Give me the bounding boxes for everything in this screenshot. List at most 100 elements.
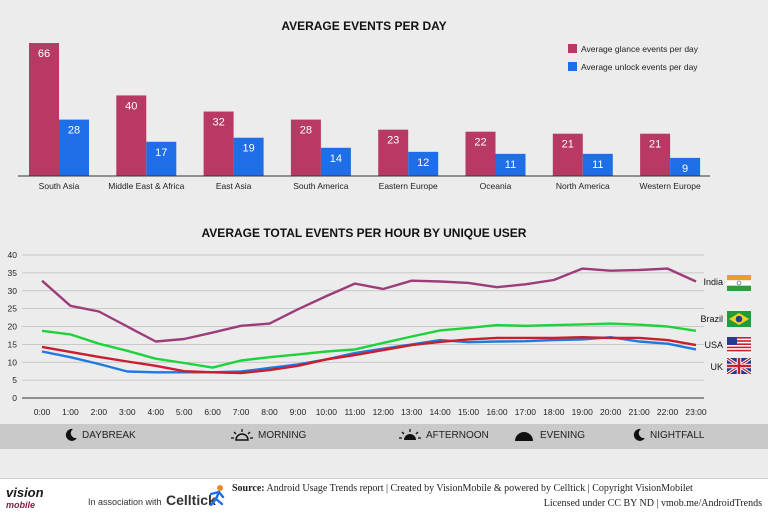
y-tick-label: 25 xyxy=(8,304,18,314)
moon-icon xyxy=(65,428,77,441)
y-tick-label: 20 xyxy=(8,322,18,332)
series-label-india: India xyxy=(703,277,723,287)
y-tick-label: 0 xyxy=(12,393,17,403)
period-evening: EVENING xyxy=(512,428,585,442)
category-label: South America xyxy=(293,181,349,191)
footer-license: Licensed under CC BY ND | vmob.me/Androi… xyxy=(543,498,762,509)
bar-chart-title: AVERAGE EVENTS PER DAY xyxy=(281,19,446,33)
legend-swatch xyxy=(568,62,577,71)
association-text: In association with xyxy=(88,497,162,507)
footer xyxy=(0,478,768,515)
usa-flag-icon xyxy=(727,337,751,353)
legend-label: Average unlock events per day xyxy=(581,62,698,72)
india-flag-icon xyxy=(727,275,751,291)
category-label: North America xyxy=(556,181,610,191)
x-tick-label: 22:00 xyxy=(657,407,679,417)
sunset-icon xyxy=(515,432,533,441)
bar-unlock xyxy=(320,147,351,176)
series-label-usa: USA xyxy=(704,340,723,350)
y-tick-label: 5 xyxy=(12,375,17,385)
x-tick-label: 4:00 xyxy=(147,407,164,417)
bar-glance xyxy=(116,95,147,176)
category-label: Western Europe xyxy=(639,181,701,191)
bar-glance xyxy=(203,111,234,176)
uk-flag-icon xyxy=(727,358,751,374)
category-label: South Asia xyxy=(39,181,80,191)
visionmobile-logo: vision mobile xyxy=(6,485,44,510)
sunrise-icon xyxy=(231,429,253,441)
legend-swatch xyxy=(568,44,577,53)
celltick-logo: Celltick xyxy=(166,492,216,508)
period-afternoon: AFTERNOON xyxy=(398,428,489,442)
category-label: Oceania xyxy=(480,181,512,191)
moon-icon xyxy=(633,428,645,441)
bar-value-label: 12 xyxy=(417,157,429,169)
x-tick-label: 23:00 xyxy=(685,407,707,417)
line-chart-title: AVERAGE TOTAL EVENTS PER HOUR BY UNIQUE … xyxy=(202,226,527,240)
bar-glance xyxy=(378,129,409,176)
x-tick-label: 14:00 xyxy=(429,407,451,417)
x-tick-label: 17:00 xyxy=(515,407,537,417)
period-label: MORNING xyxy=(258,429,307,441)
x-tick-label: 9:00 xyxy=(290,407,307,417)
bar-value-label: 66 xyxy=(38,48,50,60)
bar-unlock xyxy=(408,151,439,176)
bar-unlock xyxy=(146,141,177,176)
x-tick-label: 6:00 xyxy=(204,407,221,417)
bar-value-label: 28 xyxy=(68,125,80,137)
bar-value-label: 32 xyxy=(212,117,224,129)
period-morning: MORNING xyxy=(230,428,306,442)
bar-value-label: 9 xyxy=(682,163,688,175)
bar-value-label: 40 xyxy=(125,100,137,112)
brand-name: vision xyxy=(6,485,44,500)
bar-glance xyxy=(290,119,321,176)
x-tick-label: 5:00 xyxy=(176,407,193,417)
bar-value-label: 11 xyxy=(505,159,516,171)
series-line-india xyxy=(41,267,697,343)
x-tick-label: 15:00 xyxy=(458,407,480,417)
x-tick-label: 13:00 xyxy=(401,407,423,417)
footer-source: Source: Android Usage Trends report | Cr… xyxy=(232,483,762,494)
bar-chart-events-per-day: AVERAGE EVENTS PER DAY 66 28 South Asia 40 1… xyxy=(18,19,710,191)
x-tick-label: 18:00 xyxy=(543,407,565,417)
x-tick-label: 8:00 xyxy=(261,407,278,417)
source-label: Source: xyxy=(232,483,265,494)
series-line-uk xyxy=(41,336,697,375)
celltick-figure-icon xyxy=(209,485,225,506)
x-tick-label: 10:00 xyxy=(316,407,338,417)
x-tick-label: 2:00 xyxy=(91,407,108,417)
bar-value-label: 11 xyxy=(592,159,603,171)
bar-value-label: 28 xyxy=(300,125,312,137)
y-tick-label: 40 xyxy=(8,250,18,260)
bar-value-label: 21 xyxy=(562,139,574,151)
bar-unlock xyxy=(582,153,613,176)
bar-unlock xyxy=(233,137,264,176)
x-tick-label: 12:00 xyxy=(373,407,395,417)
sun-icon xyxy=(399,429,421,440)
x-tick-label: 19:00 xyxy=(572,407,594,417)
x-tick-label: 3:00 xyxy=(119,407,136,417)
x-tick-label: 7:00 xyxy=(233,407,250,417)
series-line-usa xyxy=(41,336,697,374)
bar-value-label: 21 xyxy=(649,139,661,151)
y-tick-label: 30 xyxy=(8,286,18,296)
bar-glance xyxy=(552,133,583,176)
bar-value-label: 23 xyxy=(387,135,399,147)
brand-sub: mobile xyxy=(6,500,36,510)
x-tick-label: 21:00 xyxy=(628,407,650,417)
series-line-brazil xyxy=(41,322,697,369)
bar-unlock xyxy=(59,119,89,176)
bar-unlock xyxy=(495,153,526,176)
category-label: Middle East & Africa xyxy=(108,181,184,191)
bar-value-label: 17 xyxy=(155,147,167,159)
legend-label: Average glance events per day xyxy=(581,44,699,54)
x-tick-label: 20:00 xyxy=(600,407,622,417)
category-label: East Asia xyxy=(216,181,252,191)
y-tick-label: 10 xyxy=(8,357,18,367)
x-tick-label: 1:00 xyxy=(62,407,79,417)
bar-value-label: 19 xyxy=(242,143,254,155)
bar-unlock xyxy=(670,157,701,176)
period-label: AFTERNOON xyxy=(426,429,489,441)
y-tick-label: 35 xyxy=(8,268,18,278)
x-tick-label: 0:00 xyxy=(34,407,51,417)
